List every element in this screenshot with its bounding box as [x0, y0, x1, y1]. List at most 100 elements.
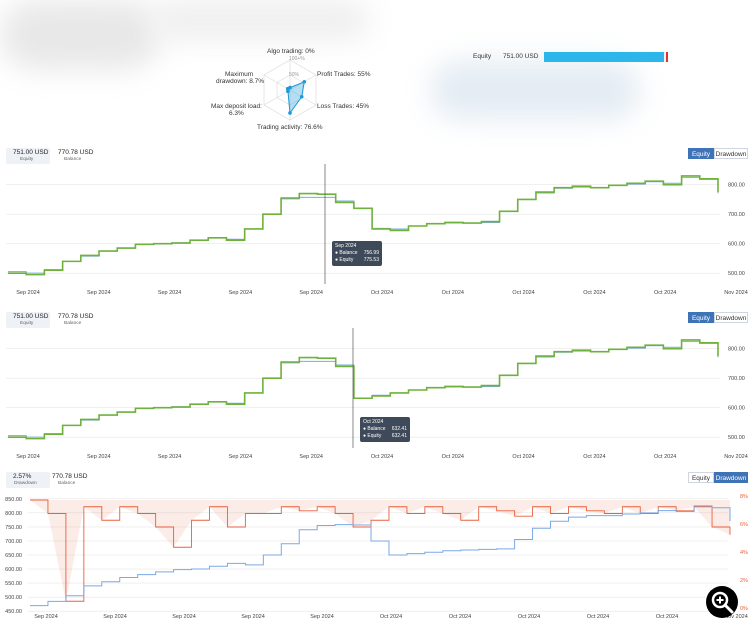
balance-legend-value[interactable]: 770.78 USD [52, 473, 88, 480]
radar-label-deposit-2: 6.3% [229, 110, 244, 117]
radar-spoke [263, 89, 291, 106]
x-tick-label: Sep 2024 [299, 454, 323, 460]
balance-legend-value[interactable]: 770.78 USD [58, 313, 94, 320]
x-tick-label: Nov 2024 [724, 454, 748, 460]
x-tick-label: Nov 2024 [724, 290, 748, 296]
equity-tab-button[interactable]: Equity [688, 312, 714, 323]
x-tick-label: Oct 2024 [449, 614, 471, 620]
radar-point-activity [288, 111, 292, 115]
y-tick-label: 850.00 [5, 497, 22, 503]
radar-label-deposit-1: Max deposit load: [211, 103, 262, 110]
radar-scale-100: 100+% [289, 56, 305, 62]
x-tick-label: Sep 2024 [16, 290, 40, 296]
x-tick-label: Oct 2024 [371, 454, 393, 460]
equity-tab-button[interactable]: Equity [688, 148, 714, 159]
y-tick-label: 700.00 [728, 212, 745, 218]
radar-svg [263, 59, 317, 121]
y-tick-label: 650.00 [5, 553, 22, 559]
y-tick-label: 600.00 [728, 242, 745, 248]
tooltip-row-balance: ● Balance 756.99 [335, 250, 379, 256]
x-tick-label: Sep 2024 [172, 614, 196, 620]
y2-tick-label: 6% [740, 522, 748, 528]
tooltip-row-balance: ● Balance 632.41 [363, 426, 407, 432]
x-tick-label: Oct 2024 [512, 290, 534, 296]
y-tick-label: 500.00 [728, 435, 745, 441]
equity-legend-box[interactable] [6, 312, 50, 328]
equity-chart-svg[interactable]: 500.00 600.00 700.00 800.00 Sep 2024 Sep 2024… [0, 308, 750, 464]
radar-dots [285, 79, 307, 115]
y-tick-label: 500.00 [5, 595, 22, 601]
radar-spoke [263, 74, 291, 91]
drawdown-legend-sub: Drawdown [14, 481, 37, 486]
x-tick-label: Sep 2024 [241, 614, 265, 620]
radar-scale-50: 50% [289, 72, 300, 78]
y-tick-label: 750.00 [5, 525, 22, 531]
zoom-button[interactable] [706, 586, 738, 618]
x-tick-label: Oct 2024 [380, 614, 402, 620]
tooltip-title: Oct 2024 [363, 419, 384, 425]
balance-series-line [30, 505, 731, 607]
y-tick-label: 800.00 [728, 347, 745, 353]
chart-tooltip: Oct 2024 ● Balance 632.41 ● Equity 632.41 [360, 417, 410, 442]
x-tick-label: Oct 2024 [442, 290, 464, 296]
y-tick-label: 550.00 [5, 581, 22, 587]
x-tick-label: Sep 2024 [87, 290, 111, 296]
x-tick-label: Nov 2024 [724, 614, 748, 620]
x-tick-label: Sep 2024 [87, 454, 111, 460]
x-tick-label: Oct 2024 [656, 614, 678, 620]
x-tick-label: Sep 2024 [34, 614, 58, 620]
equity-legend-sub: Equity [20, 321, 34, 326]
equity-series-line [8, 339, 719, 440]
y2-tick-label: 8% [740, 494, 748, 500]
radar-label-drawdown-2: drawdown: 8.7% [216, 78, 265, 85]
y-tick-label: 500.00 [728, 271, 745, 277]
balance-legend-sub: Balance [64, 157, 82, 162]
radar-label-activity: Trading activity: 76.6% [257, 124, 323, 131]
equity-legend-value: 751.00 USD [13, 313, 49, 320]
equity-chart-panel-1: 751.00 USD Equity 770.78 USD Balance Equ… [0, 144, 750, 300]
tooltip-row-equity: ● Equity 632.41 [363, 433, 407, 439]
tooltip-equity-value: 632.41 [391, 433, 407, 439]
x-tick-label: Oct 2024 [512, 454, 534, 460]
drawdown-tab-button[interactable]: Drawdown [714, 472, 748, 483]
drawdown-tab-button[interactable]: Drawdown [714, 148, 748, 159]
tooltip-balance-value: 756.99 [363, 250, 379, 256]
tooltip-equity-value: 775.53 [363, 257, 379, 263]
equity-legend-box[interactable] [6, 148, 50, 164]
equity-tab-button[interactable]: Equity [688, 472, 714, 483]
equity-summary-label: Equity [473, 53, 492, 60]
x-tick-label: Oct 2024 [442, 454, 464, 460]
y-tick-label: 600.00 [5, 567, 22, 573]
y-tick-label: 800.00 [728, 183, 745, 189]
x-tick-label: Oct 2024 [371, 290, 393, 296]
y2-tick-label: 4% [740, 550, 748, 556]
x-tick-label: Sep 2024 [310, 614, 334, 620]
x-tick-label: Sep 2024 [229, 290, 253, 296]
tooltip-balance-label: Balance [367, 426, 386, 432]
tooltip-row-equity: ● Equity 775.53 [335, 257, 379, 263]
radar-label-profit: Profit Trades: 55% [317, 71, 371, 78]
y2-tick-label: 2% [740, 578, 748, 584]
equity-chart-svg[interactable]: 500.00 600.00 700.00 800.00 Sep 2024 Sep 2024… [0, 144, 750, 300]
redacted-area-top-mid [150, 0, 370, 40]
balance-legend-value[interactable]: 770.78 USD [58, 149, 94, 156]
drawdown-tab-button[interactable]: Drawdown [714, 312, 748, 323]
radar-point-drawdown [285, 86, 290, 91]
drawdown-chart-svg[interactable]: 450.00 500.00 550.00 600.00 650.00 700.00 750.… [0, 468, 750, 628]
radar-point-loss [299, 94, 304, 99]
equity-summary-bar-fill [544, 52, 664, 62]
y-tick-label: 700.00 [728, 376, 745, 382]
x-tick-label: Oct 2024 [654, 454, 676, 460]
zoom-in-icon [711, 591, 734, 614]
x-tick-label: Oct 2024 [587, 614, 609, 620]
y-tick-label: 600.00 [728, 406, 745, 412]
radar-chart: Algo trading: 0% 100+% 50% Profit Trades… [205, 44, 375, 136]
x-tick-label: Oct 2024 [583, 290, 605, 296]
drawdown-legend-box[interactable] [6, 472, 50, 488]
radar-label-loss: Loss Trades: 45% [317, 103, 370, 110]
x-tick-label: Sep 2024 [299, 290, 323, 296]
radar-point-profit [302, 79, 307, 84]
x-tick-label: Sep 2024 [16, 454, 40, 460]
x-tick-label: Sep 2024 [103, 614, 127, 620]
x-tick-label: Sep 2024 [158, 454, 182, 460]
